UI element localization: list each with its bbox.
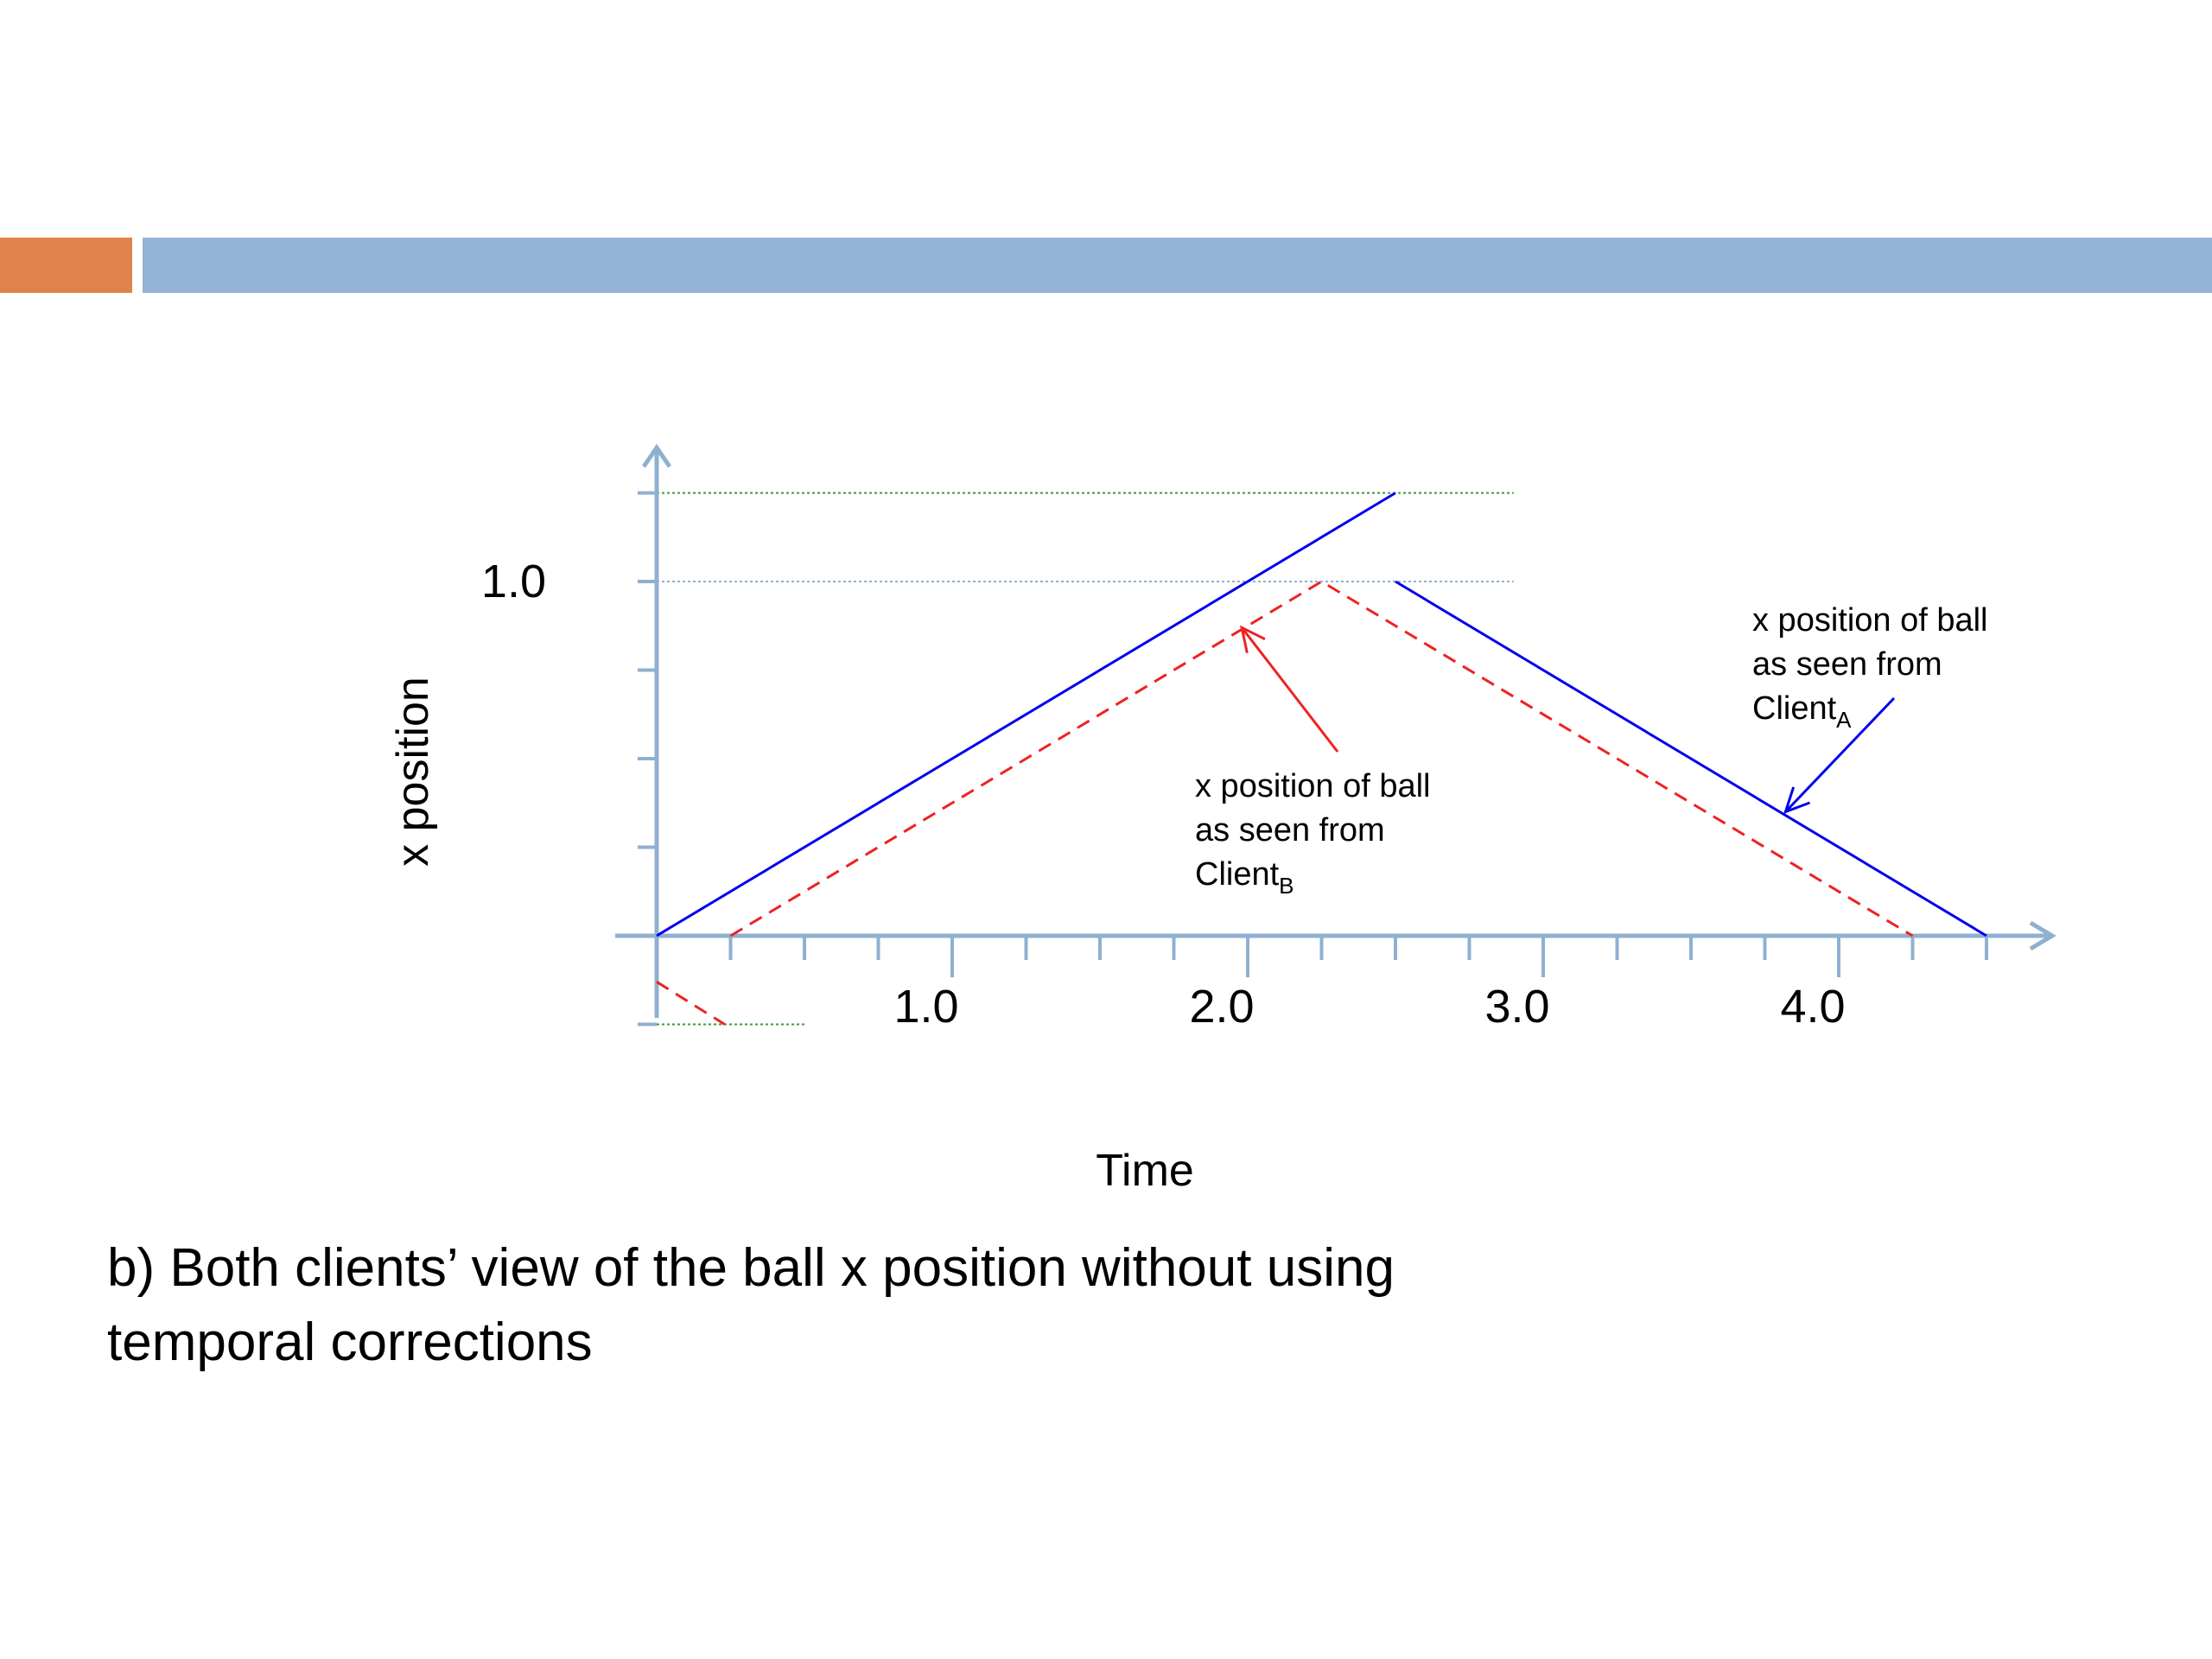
client-b-line-1: [729, 580, 1914, 938]
client-a-line-2: [1395, 580, 1987, 938]
series-group: [656, 492, 1987, 1026]
client-subscript: B: [1279, 873, 1294, 899]
tick-labels: 1.0 2.0 3.0 4.0 1.0: [481, 556, 1846, 1033]
axes: [615, 443, 2056, 1027]
plot-area: 1.0 2.0 3.0 4.0 1.0 x position of ball as see…: [481, 443, 2056, 1033]
client-b-line-2: [656, 981, 726, 1026]
y-tick-label: 1.0: [481, 556, 546, 607]
y-axis-label: x position: [388, 677, 438, 867]
y-axis-arrowhead: [641, 443, 672, 468]
annotation-arrow-client-b: [1240, 626, 1339, 753]
annotation-arrow-client-a: [1784, 696, 1896, 813]
caption-line-1: b) Both clients’ view of the ball x posi…: [107, 1238, 1395, 1298]
annotation-text-client-a: x position of ball: [1752, 602, 1988, 639]
annotation-arrowhead-client-a: [1783, 786, 1811, 814]
annotation-arrowhead-client-b: [1240, 625, 1266, 653]
header-accent-bar: [0, 238, 132, 293]
x-tick-label: 4.0: [1780, 981, 1845, 1033]
annotations: x position of ball as seen from ClientB x p…: [1195, 602, 1988, 899]
annotation-client-client-a: ClientA: [1752, 690, 1852, 733]
annotation-text-client-a: as seen from: [1752, 646, 1942, 683]
annotation-text-client-b: as seen from: [1195, 812, 1385, 849]
annotation-text-client-b: x position of ball: [1195, 768, 1431, 804]
client-a-line-1: [656, 492, 1396, 938]
y-axis-ticks: [638, 491, 657, 1027]
x-axis-label: Time: [1096, 1146, 1194, 1196]
header-bar: [143, 238, 2212, 293]
x-tick-label: 1.0: [893, 981, 958, 1033]
x-tick-label: 3.0: [1484, 981, 1549, 1033]
client-subscript: A: [1836, 707, 1852, 733]
slide-caption: b) Both clients’ view of the ball x posi…: [107, 1231, 1749, 1380]
annotation-client-client-b: ClientB: [1195, 856, 1294, 899]
x-tick-label: 2.0: [1189, 981, 1254, 1033]
x-axis-ticks: [728, 936, 1988, 977]
x-axis-arrowhead: [2029, 920, 2056, 951]
caption-line-2: temporal corrections: [107, 1313, 593, 1372]
reference-lines: [657, 492, 1514, 1026]
